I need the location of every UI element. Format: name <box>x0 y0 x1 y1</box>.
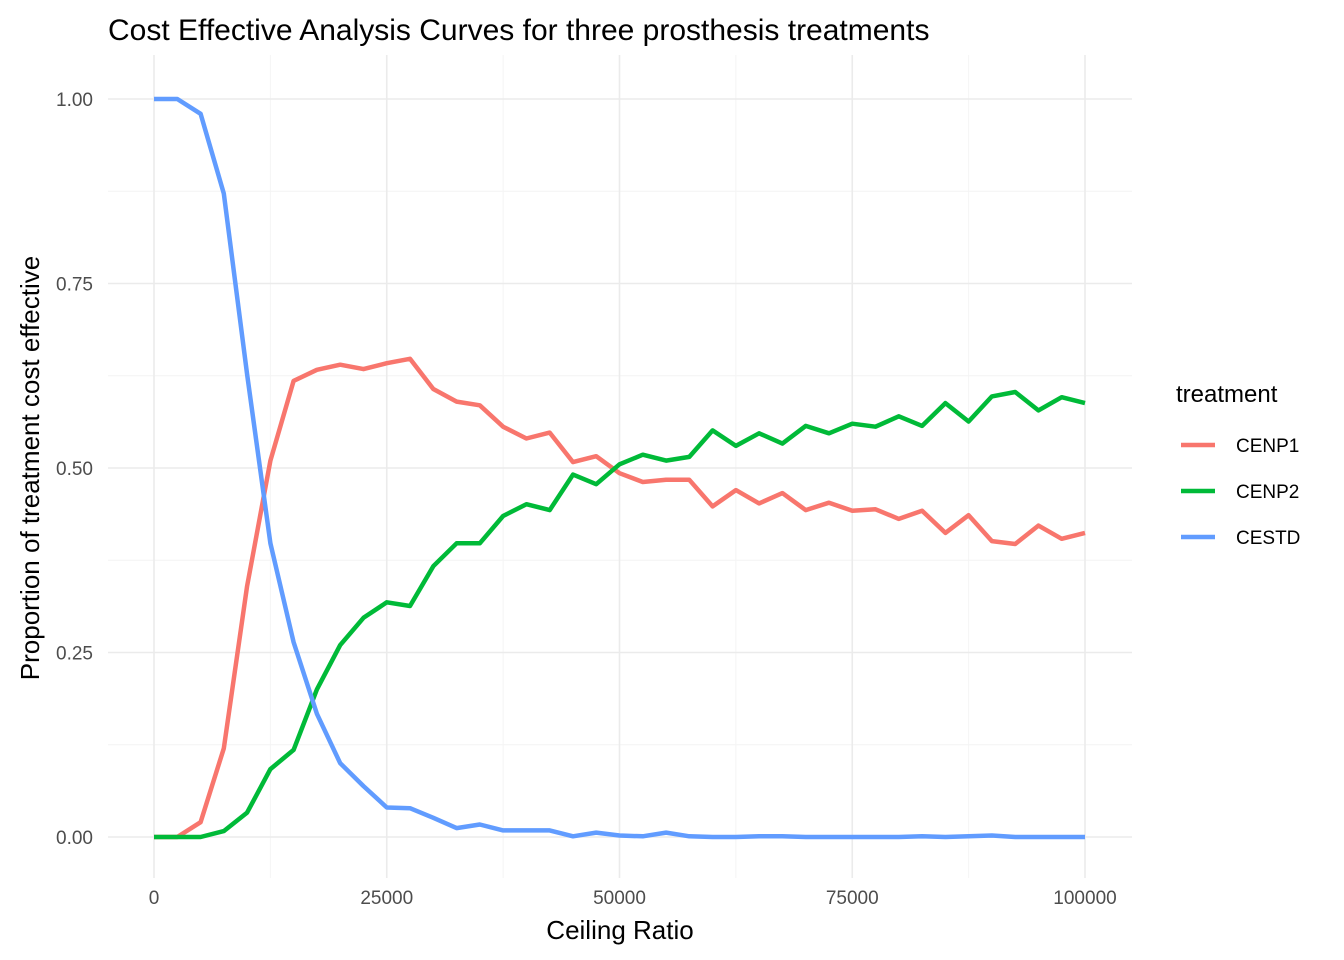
legend-label-cenp1: CENP1 <box>1236 436 1299 457</box>
x-tick-label: 100000 <box>1053 888 1116 909</box>
y-tick-label: 0.00 <box>56 828 93 849</box>
y-axis-title: Proportion of treatment cost effective <box>15 256 45 680</box>
x-tick-label: 0 <box>149 888 160 909</box>
legend-label-cestd: CESTD <box>1236 528 1300 549</box>
legend-items: CENP1 CENP2 CESTD <box>1181 436 1300 549</box>
series-line-cestd <box>154 96 1085 840</box>
chart-title: Cost Effective Analysis Curves for three… <box>108 14 929 47</box>
y-tick-label: 1.00 <box>56 90 93 111</box>
series-lines <box>154 96 1086 840</box>
y-tick-label: 0.75 <box>56 275 93 296</box>
axis-ticks: 0 25000 50000 75000 100000 0.00 0.25 0.50 0.75 1.… <box>56 90 1117 909</box>
legend-label-cenp2: CENP2 <box>1236 482 1299 503</box>
x-tick-label: 75000 <box>826 888 879 909</box>
series-line-cenp2 <box>154 389 1086 840</box>
y-tick-label: 0.50 <box>56 459 93 480</box>
y-tick-label: 0.25 <box>56 644 93 665</box>
series-line-cenp1 <box>154 356 1086 840</box>
legend-title: treatment <box>1176 381 1278 408</box>
x-tick-label: 50000 <box>593 888 646 909</box>
legend: treatment CENP1 CENP2 CESTD <box>1176 381 1300 549</box>
x-tick-label: 25000 <box>360 888 413 909</box>
x-axis-title: Ceiling Ratio <box>546 915 693 945</box>
